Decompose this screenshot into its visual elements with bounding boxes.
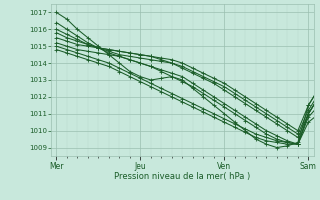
X-axis label: Pression niveau de la mer( hPa ): Pression niveau de la mer( hPa ): [114, 172, 251, 181]
